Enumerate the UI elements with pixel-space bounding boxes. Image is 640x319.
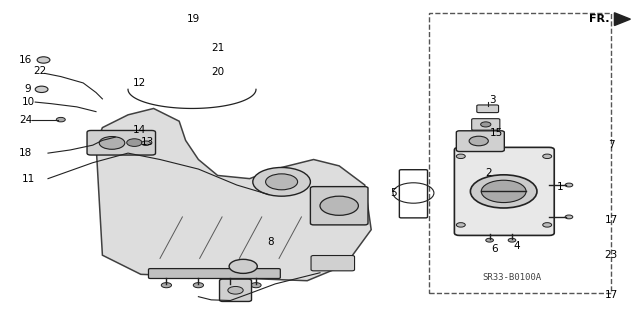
FancyBboxPatch shape [454,147,554,235]
Text: 12: 12 [133,78,146,88]
Text: 17: 17 [605,215,618,225]
Circle shape [470,175,537,208]
Circle shape [456,223,465,227]
Text: 16: 16 [19,55,32,65]
Circle shape [320,196,358,215]
Circle shape [161,283,172,288]
Text: 21: 21 [211,43,224,53]
Text: 4: 4 [514,241,520,251]
FancyBboxPatch shape [472,119,500,130]
Text: 19: 19 [187,14,200,24]
Circle shape [565,215,573,219]
Text: 10: 10 [22,97,35,107]
Text: 20: 20 [211,67,224,77]
Polygon shape [614,13,630,26]
FancyBboxPatch shape [148,269,280,278]
Text: SR33-B0100A: SR33-B0100A [483,273,541,282]
FancyBboxPatch shape [456,131,504,152]
Text: 23: 23 [605,250,618,260]
Circle shape [266,174,298,190]
Circle shape [225,283,236,288]
Text: 18: 18 [19,148,32,158]
Bar [429,13,611,293]
Text: 9: 9 [25,84,31,94]
Circle shape [543,223,552,227]
Circle shape [99,137,125,149]
Text: 7: 7 [608,140,614,150]
Text: 6: 6 [491,244,497,255]
Circle shape [141,141,150,145]
Circle shape [127,139,142,146]
FancyBboxPatch shape [220,279,252,301]
Circle shape [481,180,526,203]
Circle shape [193,283,204,288]
Text: 8: 8 [268,237,274,248]
Text: 24: 24 [19,115,32,125]
Circle shape [543,154,552,159]
Text: 5: 5 [390,188,397,198]
FancyBboxPatch shape [311,256,355,271]
Text: 13: 13 [141,137,154,147]
Circle shape [228,286,243,294]
Circle shape [486,238,493,242]
Text: 17: 17 [605,290,618,300]
Circle shape [253,167,310,196]
Text: FR.: FR. [589,14,609,24]
Circle shape [56,117,65,122]
Text: 3: 3 [490,95,496,105]
Circle shape [469,136,488,146]
Text: 15: 15 [490,128,502,138]
Circle shape [508,238,516,242]
Text: 2: 2 [485,168,492,178]
FancyBboxPatch shape [87,130,156,155]
Circle shape [251,283,261,288]
Circle shape [481,122,491,127]
Polygon shape [96,108,371,281]
Circle shape [456,154,465,159]
Circle shape [37,57,50,63]
FancyBboxPatch shape [477,105,499,113]
Text: 14: 14 [133,125,146,135]
Text: 22: 22 [34,66,47,76]
Circle shape [229,259,257,273]
Text: 1: 1 [557,182,563,192]
FancyBboxPatch shape [310,187,368,225]
Text: 11: 11 [22,174,35,184]
Circle shape [35,86,48,93]
Circle shape [565,183,573,187]
